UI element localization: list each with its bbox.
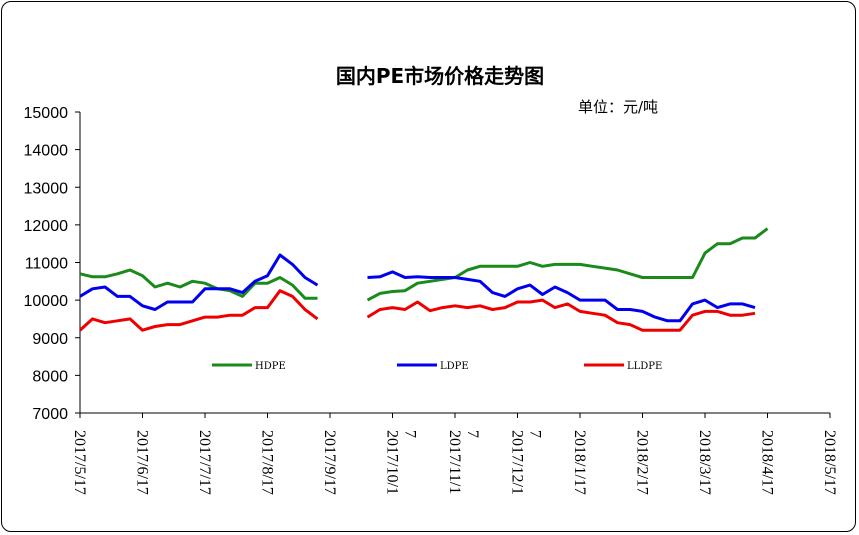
x-tick-label: 2017/10/1 — [384, 430, 401, 495]
legend-label-hdpe: HDPE — [255, 361, 286, 372]
x-tick-label: 2017/7/17 — [196, 430, 213, 495]
series-lines — [78, 227, 769, 332]
x-axis-ticks: 2017/5/17 2017/6/17 2017/7/17 2017/8/17 2017… — [71, 413, 838, 495]
legend-label-lldpe: LLDPE — [627, 361, 662, 372]
y-tick-label: 7000 — [32, 406, 68, 423]
series-line-hdpe — [79, 268, 318, 300]
y-tick-label: 8000 — [32, 368, 68, 385]
series-line-hdpe — [366, 227, 769, 302]
x-tick-label: 2017/9/17 — [321, 430, 338, 495]
series-line-lldpe — [366, 298, 756, 332]
series-line-ldpe — [367, 270, 756, 323]
unit-label: 单位：元/吨 — [578, 98, 658, 116]
y-tick-label: 13000 — [24, 180, 69, 197]
legend-label-ldpe: LDPE — [440, 361, 469, 372]
y-tick-label: 15000 — [24, 105, 69, 122]
y-tick-label: 14000 — [24, 143, 69, 160]
series-line-ldpe — [79, 253, 319, 311]
x-tick-label: 2018/5/17 — [821, 430, 838, 495]
y-tick-label: 12000 — [24, 218, 69, 235]
x-tick-label: 2017/6/17 — [134, 430, 151, 495]
y-tick-label: 11000 — [25, 256, 68, 273]
x-tick-label: 2018/3/17 — [696, 430, 713, 495]
y-tick-label: 10000 — [24, 293, 69, 310]
x-tick-label: 2017/8/17 — [259, 430, 276, 495]
x-tick-label: 7 — [402, 430, 419, 438]
x-tick-label: 7 — [527, 430, 544, 438]
x-tick-label: 2017/5/17 — [71, 430, 88, 495]
x-tick-label: 7 — [464, 430, 481, 438]
series-line-lldpe — [78, 289, 319, 332]
y-tick-label: 9000 — [32, 331, 68, 348]
x-tick-label: 2017/12/1 — [509, 430, 526, 495]
y-axis-ticks: 15000 14000 13000 12000 11000 10000 9000 8000 70… — [24, 105, 80, 423]
x-tick-label: 2018/1/17 — [571, 430, 588, 495]
x-tick-label: 2018/4/17 — [759, 430, 776, 495]
chart-title: 国内PE市场价格走势图 — [336, 64, 544, 88]
x-tick-label: 2018/2/17 — [634, 430, 651, 495]
x-tick-label: 2017/11/1 — [446, 430, 463, 494]
legend: HDPE LDPE LLDPE — [212, 361, 662, 372]
